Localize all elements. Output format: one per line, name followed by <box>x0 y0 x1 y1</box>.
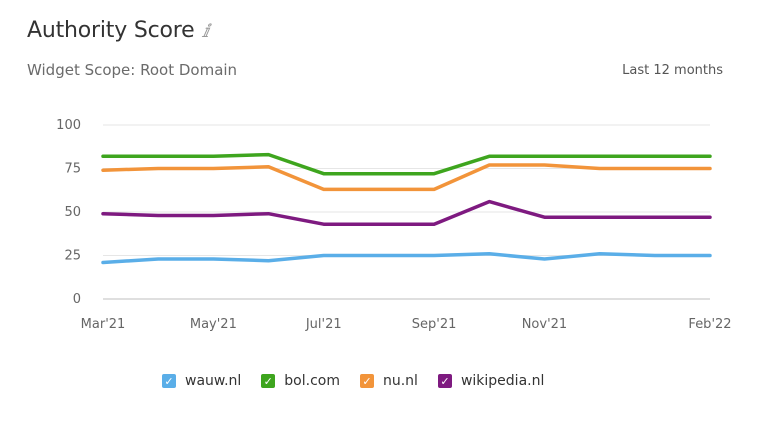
x-tick-label: Nov'21 <box>522 317 568 332</box>
checkbox-checked-icon[interactable]: ✓ <box>162 374 176 388</box>
legend-item-wikipedia-nl[interactable]: ✓ wikipedia.nl <box>437 373 545 389</box>
series-line-wikipedia-nl <box>101 199 712 226</box>
y-tick-label: 0 <box>73 292 81 307</box>
x-tick-label: Sep'21 <box>412 317 457 332</box>
x-tick-label: Mar'21 <box>81 317 126 332</box>
series-line-bol-com <box>101 152 712 176</box>
x-tick-label: May'21 <box>190 317 237 332</box>
series-line-wauw-nl <box>101 252 712 265</box>
legend-label: wauw.nl <box>185 373 242 389</box>
widget-title-text: Authority Score <box>27 18 195 43</box>
y-tick-label: 25 <box>64 249 81 264</box>
checkbox-checked-icon[interactable]: ✓ <box>437 374 452 388</box>
legend-label: bol.com <box>284 373 340 389</box>
y-tick-label: 50 <box>64 205 81 220</box>
period-label[interactable]: Last 12 months <box>622 63 723 78</box>
widget-scope: Widget Scope: Root Domain <box>27 61 238 79</box>
x-tick-label: Feb'22 <box>688 317 731 332</box>
y-tick-label: 100 <box>56 118 81 133</box>
info-icon[interactable]: ⅈ <box>202 21 210 42</box>
chart-legend: ✓ wauw.nl ✓ bol.com ✓ nu.nl ✓ wikipedia.nl <box>162 373 564 389</box>
checkbox-checked-icon[interactable]: ✓ <box>359 374 374 388</box>
line-chart: 0 25 50 75 100 Mar'21 May'21 Jul'21 Sep'21 Nov'21… <box>56 118 731 332</box>
y-tick-label: 75 <box>64 162 81 177</box>
legend-label: nu.nl <box>382 373 418 389</box>
widget-title: Authority Score ⅈ <box>27 18 209 43</box>
series-line-nu-nl <box>101 163 712 192</box>
legend-item-wauw-nl[interactable]: ✓ wauw.nl <box>162 373 241 389</box>
checkbox-checked-icon[interactable]: ✓ <box>261 374 276 388</box>
legend-item-nu-nl[interactable]: ✓ nu.nl <box>359 373 418 389</box>
legend-item-bol-com[interactable]: ✓ bol.com <box>261 373 340 389</box>
legend-label: wikipedia.nl <box>460 373 545 389</box>
x-tick-label: Jul'21 <box>305 317 342 332</box>
